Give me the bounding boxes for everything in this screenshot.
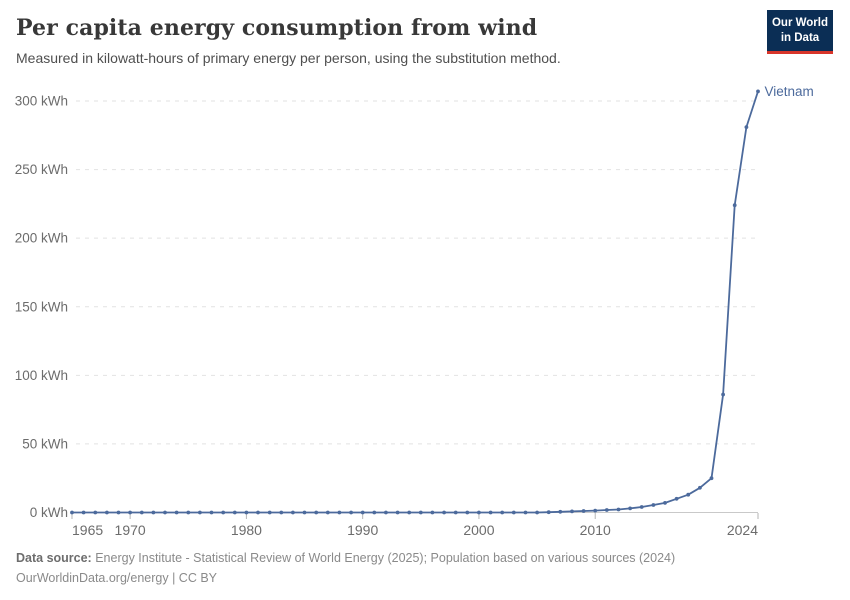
owid-logo[interactable]: Our World in Data — [767, 10, 833, 54]
data-point-marker[interactable] — [488, 510, 493, 515]
data-point-marker[interactable] — [593, 508, 598, 513]
y-axis-tick-label: 0 kWh — [30, 505, 68, 520]
data-point-marker[interactable] — [105, 510, 109, 515]
data-point-marker[interactable] — [395, 510, 400, 515]
y-axis-tick-label: 150 kWh — [15, 299, 68, 314]
data-point-marker[interactable] — [174, 510, 179, 515]
y-axis-tick-label: 100 kWh — [15, 368, 68, 383]
data-point-marker[interactable] — [209, 510, 214, 515]
data-point-marker[interactable] — [139, 510, 144, 515]
data-point-marker[interactable] — [663, 501, 667, 505]
data-point-marker[interactable] — [698, 485, 702, 490]
data-point-marker[interactable] — [639, 505, 644, 509]
data-point-marker[interactable] — [407, 510, 412, 515]
data-point-marker[interactable] — [314, 510, 319, 515]
data-point-marker[interactable] — [418, 510, 423, 515]
data-point-marker[interactable] — [349, 510, 353, 515]
data-point-marker[interactable] — [535, 510, 539, 515]
data-point-marker[interactable] — [604, 508, 609, 512]
data-point-marker[interactable] — [477, 510, 481, 515]
x-axis-tick-label: 1980 — [231, 522, 262, 538]
data-point-marker[interactable] — [709, 476, 714, 481]
data-point-marker[interactable] — [581, 509, 586, 513]
data-point-marker[interactable] — [616, 507, 621, 512]
x-axis-tick-label: 1990 — [347, 522, 378, 538]
x-axis-tick-label: 1970 — [115, 522, 146, 538]
data-point-marker[interactable] — [93, 510, 98, 515]
data-point-marker[interactable] — [453, 510, 458, 515]
data-point-marker[interactable] — [674, 496, 679, 501]
data-point-marker[interactable] — [523, 510, 528, 515]
data-point-marker[interactable] — [163, 510, 167, 515]
data-point-marker[interactable] — [244, 510, 249, 515]
data-point-marker[interactable] — [116, 510, 121, 515]
data-point-marker[interactable] — [732, 203, 737, 208]
data-point-marker[interactable] — [721, 392, 725, 397]
data-point-marker[interactable] — [686, 492, 691, 497]
data-point-marker[interactable] — [570, 509, 574, 514]
owid-logo-line1: Our World — [771, 17, 828, 29]
y-axis-tick-label: 50 kWh — [22, 436, 68, 451]
data-point-marker[interactable] — [360, 510, 365, 515]
y-axis-tick-label: 200 kWh — [15, 231, 68, 246]
data-point-marker[interactable] — [756, 89, 760, 94]
data-point-marker[interactable] — [465, 510, 470, 515]
data-point-marker[interactable] — [128, 510, 133, 515]
chart-footer: Data source: Energy Institute - Statisti… — [16, 548, 675, 588]
license-url-line[interactable]: OurWorldinData.org/energy | CC BY — [16, 571, 218, 585]
page-title: Per capita energy consumption from wind — [16, 15, 538, 41]
data-point-marker[interactable] — [232, 510, 237, 515]
data-point-marker[interactable] — [651, 503, 656, 507]
page-subtitle: Measured in kilowatt-hours of primary en… — [16, 50, 561, 66]
data-point-marker[interactable] — [267, 510, 272, 515]
data-point-marker[interactable] — [442, 510, 446, 515]
series-end-label[interactable]: Vietnam — [765, 84, 814, 99]
y-axis-tick-label: 250 kWh — [15, 162, 68, 177]
data-point-marker[interactable] — [372, 510, 377, 515]
data-point-marker[interactable] — [546, 510, 551, 515]
data-point-marker[interactable] — [558, 509, 563, 514]
owid-logo-line2: in Data — [780, 31, 820, 44]
data-point-marker[interactable] — [511, 510, 516, 515]
data-point-marker[interactable] — [302, 510, 307, 515]
data-point-marker[interactable] — [628, 506, 632, 511]
data-source-label: Data source: — [16, 551, 92, 565]
data-point-marker[interactable] — [337, 510, 342, 515]
data-source-text: Energy Institute - Statistical Review of… — [91, 551, 676, 565]
data-source-line: Data source: Energy Institute - Statisti… — [16, 548, 675, 568]
data-point-marker[interactable] — [81, 510, 86, 515]
data-point-marker[interactable] — [221, 510, 226, 515]
x-axis-tick-label: 1965 — [72, 522, 103, 538]
data-point-marker[interactable] — [186, 510, 191, 515]
x-axis-tick-label: 2000 — [463, 522, 494, 538]
data-point-marker[interactable] — [744, 125, 749, 129]
data-point-marker[interactable] — [256, 510, 260, 515]
data-point-marker[interactable] — [70, 510, 74, 515]
data-point-marker[interactable] — [500, 510, 505, 515]
data-point-marker[interactable] — [198, 510, 202, 515]
y-axis-tick-label: 300 kWh — [15, 94, 68, 109]
data-point-marker[interactable] — [384, 510, 388, 515]
data-point-marker[interactable] — [430, 510, 435, 515]
data-point-marker[interactable] — [279, 510, 284, 515]
x-axis-tick-label: 2010 — [580, 522, 611, 538]
data-point-marker[interactable] — [291, 510, 295, 515]
data-point-marker[interactable] — [325, 510, 330, 515]
data-point-marker[interactable] — [151, 510, 156, 515]
x-axis-tick-label: 2024 — [727, 522, 758, 538]
series-line-vietnam — [71, 90, 759, 514]
